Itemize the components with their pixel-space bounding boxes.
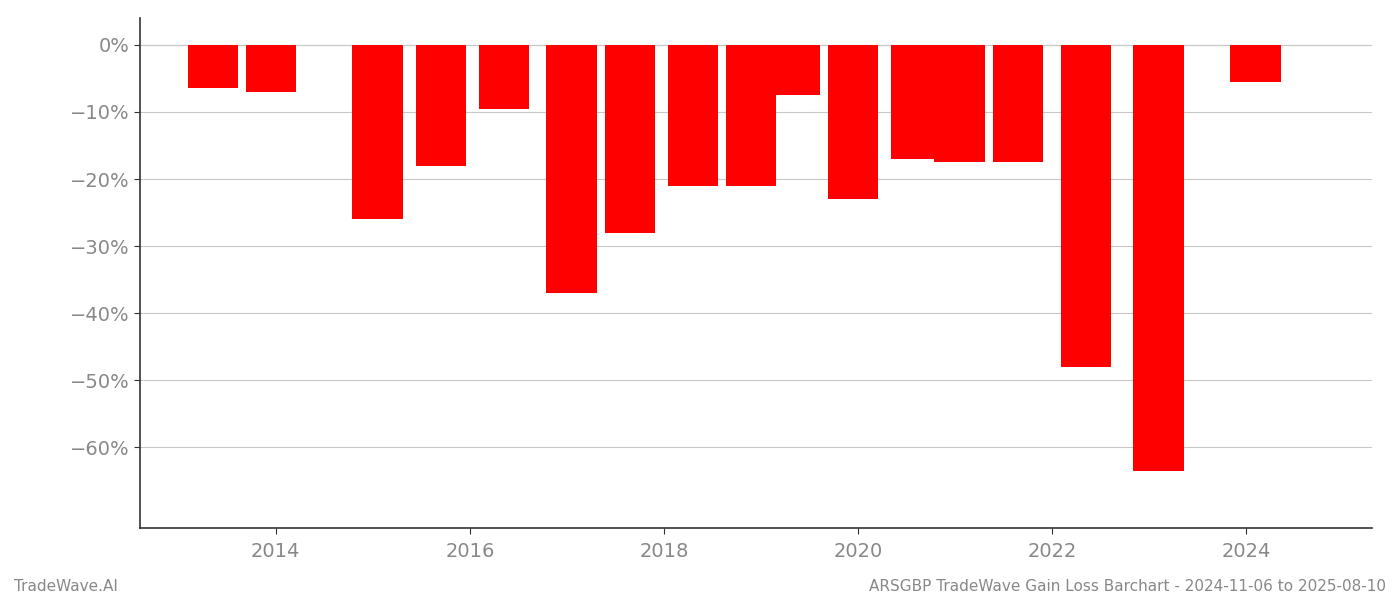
Bar xyxy=(1061,45,1112,367)
Bar xyxy=(479,45,529,109)
Bar xyxy=(246,45,297,92)
Text: ARSGBP TradeWave Gain Loss Barchart - 2024-11-06 to 2025-08-10: ARSGBP TradeWave Gain Loss Barchart - 20… xyxy=(869,579,1386,594)
Bar xyxy=(546,45,596,293)
Bar xyxy=(890,45,941,159)
Bar xyxy=(188,45,238,88)
Bar xyxy=(1231,45,1281,82)
Bar xyxy=(353,45,403,220)
Bar xyxy=(416,45,466,166)
Bar xyxy=(668,45,718,186)
Bar xyxy=(993,45,1043,162)
Bar xyxy=(605,45,655,233)
Bar xyxy=(1134,45,1184,471)
Bar xyxy=(770,45,820,95)
Bar xyxy=(934,45,986,162)
Bar xyxy=(727,45,777,186)
Text: TradeWave.AI: TradeWave.AI xyxy=(14,579,118,594)
Bar xyxy=(827,45,878,199)
